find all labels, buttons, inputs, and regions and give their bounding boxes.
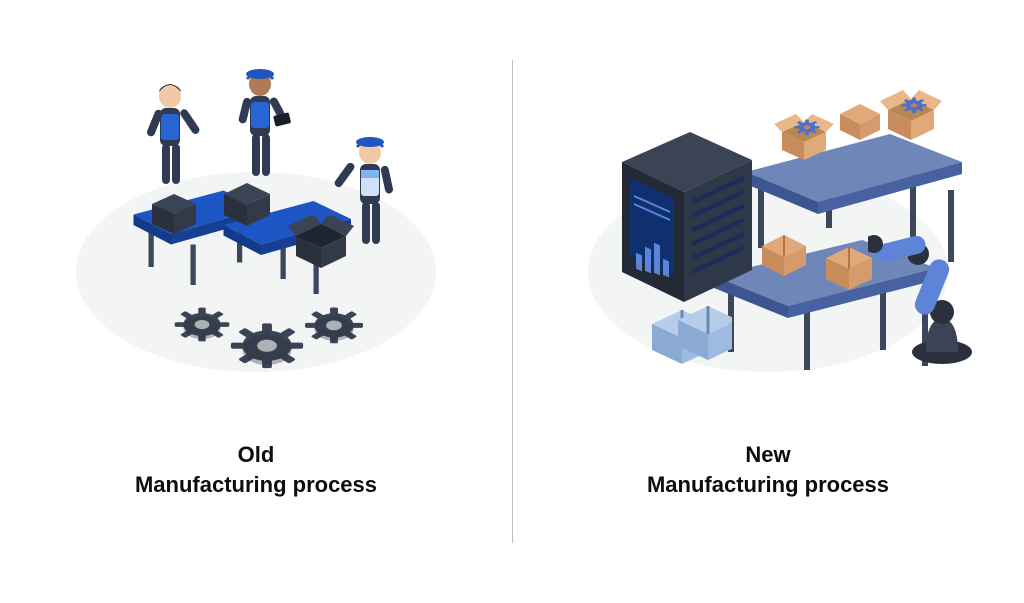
- box-cardboard: [754, 228, 814, 285]
- panel-old: Old Manufacturing process: [0, 0, 512, 603]
- worker-figure: [136, 80, 206, 205]
- box-cardboard-open: [772, 110, 836, 171]
- box-cardboard-open: [878, 88, 944, 151]
- illustration-new: [568, 70, 968, 400]
- worker-figure: [226, 64, 296, 195]
- panel-new: New Manufacturing process: [512, 0, 1024, 603]
- gear-icon: [226, 320, 308, 378]
- robot-arm: [868, 200, 988, 370]
- vertical-divider: [512, 60, 513, 543]
- stacked-boxes: [642, 302, 732, 376]
- label-new-line2: Manufacturing process: [647, 470, 889, 500]
- worker-figure: [334, 132, 408, 261]
- gear-icon: [301, 305, 367, 351]
- illustration-old: [56, 70, 456, 400]
- label-new: New Manufacturing process: [647, 440, 889, 499]
- comparison-container: Old Manufacturing process: [0, 0, 1024, 603]
- control-machine: [612, 126, 762, 316]
- label-new-line1: New: [647, 440, 889, 470]
- label-old: Old Manufacturing process: [135, 440, 377, 499]
- label-old-line2: Manufacturing process: [135, 470, 377, 500]
- label-old-line1: Old: [135, 440, 377, 470]
- gear-icon: [171, 305, 233, 349]
